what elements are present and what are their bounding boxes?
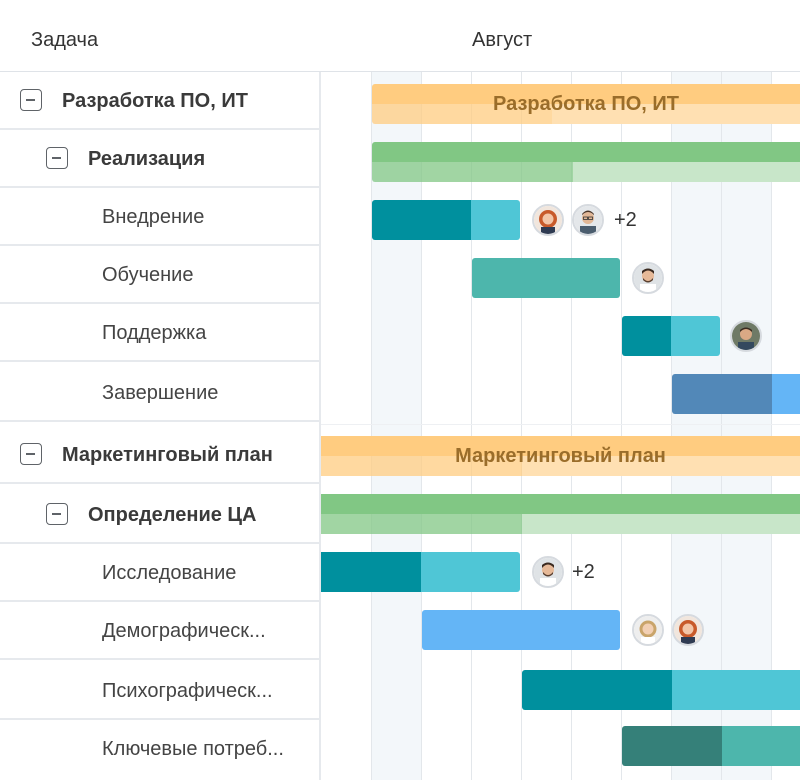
task-row[interactable]: Маркетинговый план — [0, 426, 319, 484]
task-bar-completion[interactable] — [672, 374, 800, 414]
group-divider — [321, 424, 800, 425]
summary-remaining — [552, 104, 800, 124]
task-row[interactable]: Психографическ... — [0, 662, 319, 720]
weekend-column — [371, 72, 421, 780]
bar-progress — [422, 610, 620, 650]
phase-summary-bar[interactable] — [321, 494, 800, 534]
summary-remaining — [522, 514, 800, 534]
timeline-chart: Разработка ПО, ИТ +2 — [321, 72, 800, 780]
task-row[interactable]: Демографическ... — [0, 602, 319, 660]
woman-blonde-avatar[interactable] — [632, 614, 664, 646]
collapse-icon[interactable] — [20, 443, 42, 465]
task-name: Ключевые потреб... — [102, 738, 284, 760]
task-bar-psychographic[interactable] — [522, 670, 800, 710]
summary-remaining — [573, 162, 800, 182]
project-summary-bar[interactable]: Маркетинговый план — [321, 436, 800, 476]
man-short-hair-avatar[interactable] — [730, 320, 762, 352]
task-bar-research[interactable] — [321, 552, 520, 592]
weekend-column — [721, 72, 771, 780]
day-column — [521, 72, 571, 780]
task-bar-demographic[interactable] — [422, 610, 620, 650]
bar-progress — [472, 258, 620, 298]
man-beard-avatar[interactable] — [532, 556, 564, 588]
bar-remaining — [471, 200, 520, 240]
task-row[interactable]: Внедрение — [0, 188, 319, 246]
bar-progress — [622, 316, 671, 356]
task-column-header: Задача — [31, 29, 99, 51]
weekend-column — [671, 72, 721, 780]
collapse-icon[interactable] — [46, 503, 68, 525]
task-row[interactable]: Ключевые потреб... — [0, 720, 319, 778]
bar-progress — [672, 374, 772, 414]
woman-redhead-avatar[interactable] — [532, 204, 564, 236]
extra-assignees-count[interactable]: +2 — [614, 209, 637, 231]
summary-progress — [321, 456, 522, 476]
bar-remaining — [672, 670, 800, 710]
extra-assignees-count[interactable]: +2 — [572, 561, 595, 583]
summary-fill — [372, 142, 800, 162]
gantt-header: Задача Август — [0, 0, 800, 72]
summary-progress — [321, 514, 522, 534]
task-row[interactable]: Обучение — [0, 246, 319, 304]
day-column — [471, 72, 521, 780]
task-bar-deployment[interactable] — [372, 200, 520, 240]
summary-fill — [321, 436, 800, 456]
task-row[interactable]: Поддержка — [0, 304, 319, 362]
bar-remaining — [671, 316, 720, 356]
bar-remaining — [722, 726, 800, 766]
task-name: Психографическ... — [102, 680, 273, 702]
project-summary-bar[interactable]: Разработка ПО, ИТ — [372, 84, 800, 124]
task-list: Разработка ПО, ИТ Реализация Внедрение О… — [0, 72, 321, 780]
day-column — [621, 72, 671, 780]
task-row[interactable]: Исследование — [0, 544, 319, 602]
task-row[interactable]: Определение ЦА — [0, 486, 319, 544]
bar-remaining — [772, 374, 800, 414]
task-name: Разработка ПО, ИТ — [62, 90, 248, 112]
day-column — [321, 72, 371, 780]
task-name: Завершение — [102, 382, 219, 404]
phase-summary-bar[interactable] — [372, 142, 800, 182]
summary-remaining — [522, 456, 800, 476]
collapse-icon[interactable] — [20, 89, 42, 111]
day-column — [571, 72, 621, 780]
task-row[interactable]: Завершение — [0, 364, 319, 422]
man-beard-avatar[interactable] — [632, 262, 664, 294]
bar-progress — [321, 552, 421, 592]
month-header: Август — [472, 29, 533, 51]
collapse-icon[interactable] — [46, 147, 68, 169]
summary-fill — [372, 84, 800, 104]
summary-progress — [372, 162, 573, 182]
task-name: Внедрение — [102, 206, 205, 228]
bar-progress — [622, 726, 722, 766]
bar-progress — [372, 200, 471, 240]
woman-redhead-avatar[interactable] — [672, 614, 704, 646]
man-glasses-avatar[interactable] — [572, 204, 604, 236]
task-row[interactable]: Разработка ПО, ИТ — [0, 72, 319, 130]
task-bar-needs[interactable] — [622, 726, 800, 766]
task-name: Реализация — [88, 148, 206, 170]
task-bar-training[interactable] — [472, 258, 620, 298]
task-name: Демографическ... — [102, 620, 266, 642]
task-name: Поддержка — [102, 322, 207, 344]
task-name: Маркетинговый план — [62, 444, 273, 466]
task-name: Обучение — [102, 264, 194, 286]
summary-label: Маркетинговый план — [455, 445, 666, 467]
task-row[interactable]: Реализация — [0, 130, 319, 188]
bar-remaining — [421, 552, 520, 592]
day-column — [771, 72, 800, 780]
summary-fill — [321, 494, 800, 514]
task-name: Определение ЦА — [88, 504, 257, 526]
summary-progress — [372, 104, 552, 124]
task-bar-support[interactable] — [622, 316, 720, 356]
day-column — [421, 72, 471, 780]
bar-progress — [522, 670, 672, 710]
summary-label: Разработка ПО, ИТ — [493, 93, 679, 115]
task-name: Исследование — [102, 562, 237, 584]
